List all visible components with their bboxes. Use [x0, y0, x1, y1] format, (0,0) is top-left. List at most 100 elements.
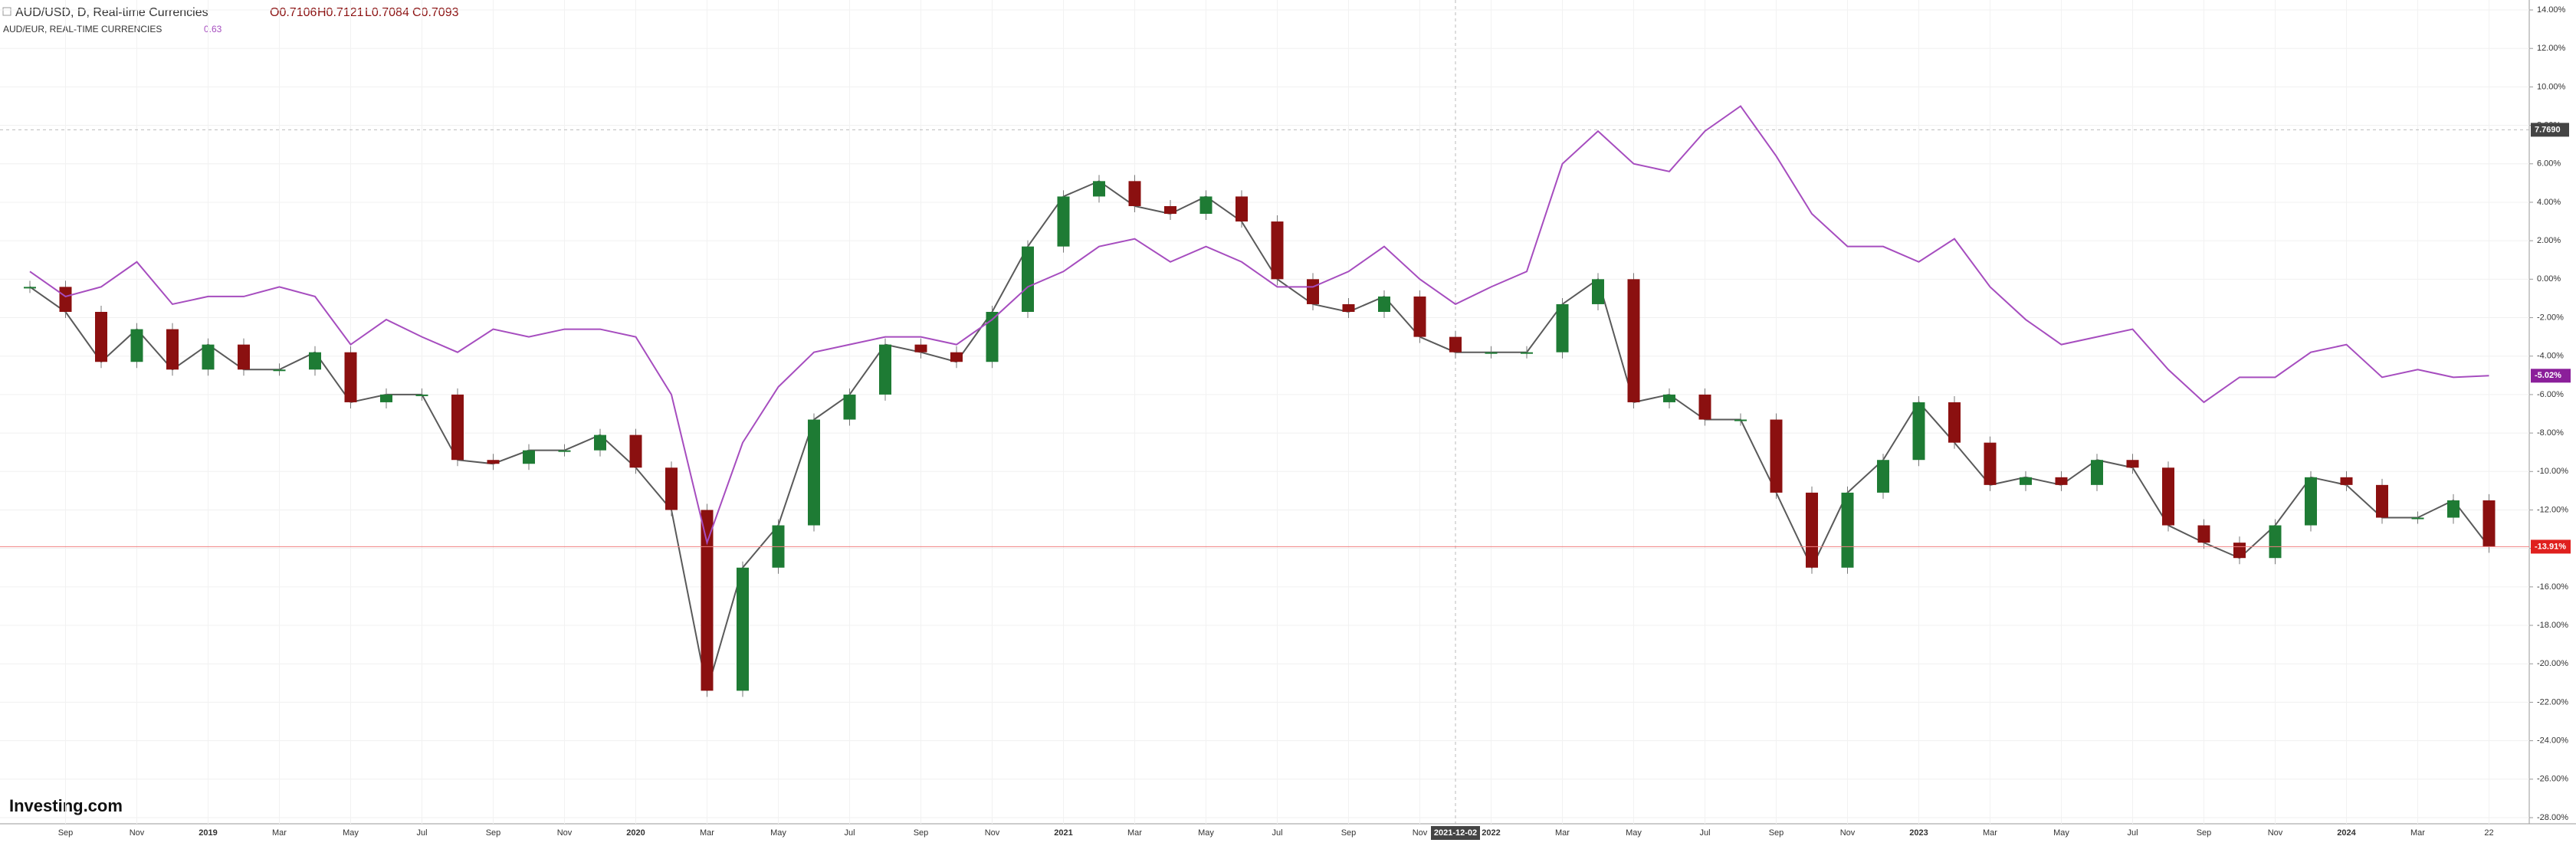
x-tick-label: 2020 [626, 828, 645, 838]
x-tick-label: Jul [416, 828, 427, 838]
y-tick-label: 12.00% [2537, 44, 2566, 53]
x-tick-label: Mar [272, 828, 287, 838]
overlay-title: AUD/EUR, REAL-TIME CURRENCIES [3, 24, 162, 34]
y-tick-label: -16.00% [2537, 582, 2568, 592]
candle-body [1698, 394, 1711, 420]
x-tick-label: Sep [914, 828, 929, 838]
collapse-icon[interactable] [2, 7, 11, 16]
x-tick-label: May [2053, 828, 2069, 838]
candle-body [1093, 181, 1105, 197]
x-tick-label: Mar [1983, 828, 1997, 838]
candle-body [665, 467, 678, 510]
candle-body [1912, 402, 1925, 461]
candle-body [487, 460, 500, 464]
x-tick-label: May [1198, 828, 1214, 838]
candle-body [309, 352, 321, 370]
x-tick-label: Jul [1272, 828, 1282, 838]
candle-body [59, 287, 72, 312]
candle-body [1984, 442, 1997, 485]
candle-body [2162, 467, 2174, 526]
candle-body [843, 394, 856, 420]
candle-body [238, 344, 250, 370]
candle-body [344, 352, 357, 402]
crosshair-y-label: 7.7690 [2535, 125, 2561, 134]
candle-body [1022, 246, 1034, 312]
candle-body [273, 369, 286, 372]
candle-body [1841, 492, 1854, 568]
candle-body [2447, 500, 2460, 518]
candle-body [1378, 296, 1390, 312]
candle-body [629, 434, 642, 468]
candle-body [701, 510, 714, 691]
candle-body [2482, 500, 2496, 547]
series-line [29, 105, 2489, 546]
y-tick-label: 4.00% [2537, 198, 2561, 207]
candle-body [166, 329, 179, 370]
y-tick-label: -20.00% [2537, 659, 2568, 668]
x-tick-label: 2022 [1482, 828, 1500, 838]
x-tick-label: May [1626, 828, 1642, 838]
candle-body [95, 311, 107, 362]
candle-body [1199, 196, 1213, 215]
y-tick-label: -28.00% [2537, 813, 2568, 822]
candle-body [2091, 460, 2103, 485]
candle-body [202, 344, 215, 370]
candle-body [130, 329, 143, 362]
candle-body [2340, 477, 2353, 485]
y-tick-label: -6.00% [2537, 390, 2564, 399]
candle-body [558, 450, 571, 452]
candle-body [2197, 525, 2210, 543]
candle-body [1449, 336, 1462, 352]
candle-body [1556, 303, 1569, 352]
x-tick-label: Sep [58, 828, 74, 838]
candle-body [451, 394, 464, 461]
x-tick-label: Jul [2127, 828, 2138, 838]
candle-body [1734, 419, 1747, 421]
y-tick-label: -24.00% [2537, 736, 2568, 746]
x-tick-label: Sep [2197, 828, 2212, 838]
candle-body [1128, 181, 1141, 206]
x-tick-label: Nov [130, 828, 145, 838]
last-value-badge [2531, 539, 2571, 554]
candle-body [2411, 517, 2424, 520]
x-tick-label: Nov [1840, 828, 1856, 838]
candle-body [1877, 460, 1889, 493]
x-tick-label: 2019 [199, 828, 217, 838]
candle-body [1057, 196, 1070, 247]
y-tick-label: -18.00% [2537, 621, 2568, 630]
candle-body [415, 394, 428, 396]
y-tick-label: -8.00% [2537, 428, 2564, 438]
candle-body [1663, 394, 1675, 402]
symbol-title: AUD/USD, D, Real-time Currencies [15, 6, 208, 19]
candle-body [879, 344, 891, 395]
candle-body [2055, 477, 2068, 485]
x-tick-label: Jul [1699, 828, 1710, 838]
crosshair-y-badge [2531, 123, 2569, 137]
x-tick-label: Sep [486, 828, 501, 838]
candle-body [986, 311, 999, 362]
y-tick-label: -12.00% [2537, 505, 2568, 514]
y-tick-label: 14.00% [2537, 5, 2566, 15]
candle-body [380, 394, 392, 402]
candle-body [1342, 303, 1355, 312]
candle-body [523, 450, 535, 464]
x-tick-label: 22 [2484, 828, 2493, 838]
candle-body [950, 352, 963, 362]
candle-body [737, 567, 749, 691]
x-tick-label: 2021 [1054, 828, 1072, 838]
x-tick-label: May [770, 828, 786, 838]
x-tick-label: Sep [1769, 828, 1784, 838]
candle-body [2126, 460, 2139, 468]
x-tick-label: Mar [2410, 828, 2425, 838]
candle-body [2305, 477, 2317, 526]
y-tick-label: 2.00% [2537, 236, 2561, 245]
x-tick-label: Jul [844, 828, 855, 838]
candle-body [594, 434, 606, 451]
crosshair-x-badge [1431, 826, 1480, 840]
x-tick-label: 2023 [1909, 828, 1928, 838]
y-tick-label: 0.00% [2537, 274, 2561, 284]
candle-body [808, 419, 820, 526]
y-tick-label: -4.00% [2537, 352, 2564, 361]
